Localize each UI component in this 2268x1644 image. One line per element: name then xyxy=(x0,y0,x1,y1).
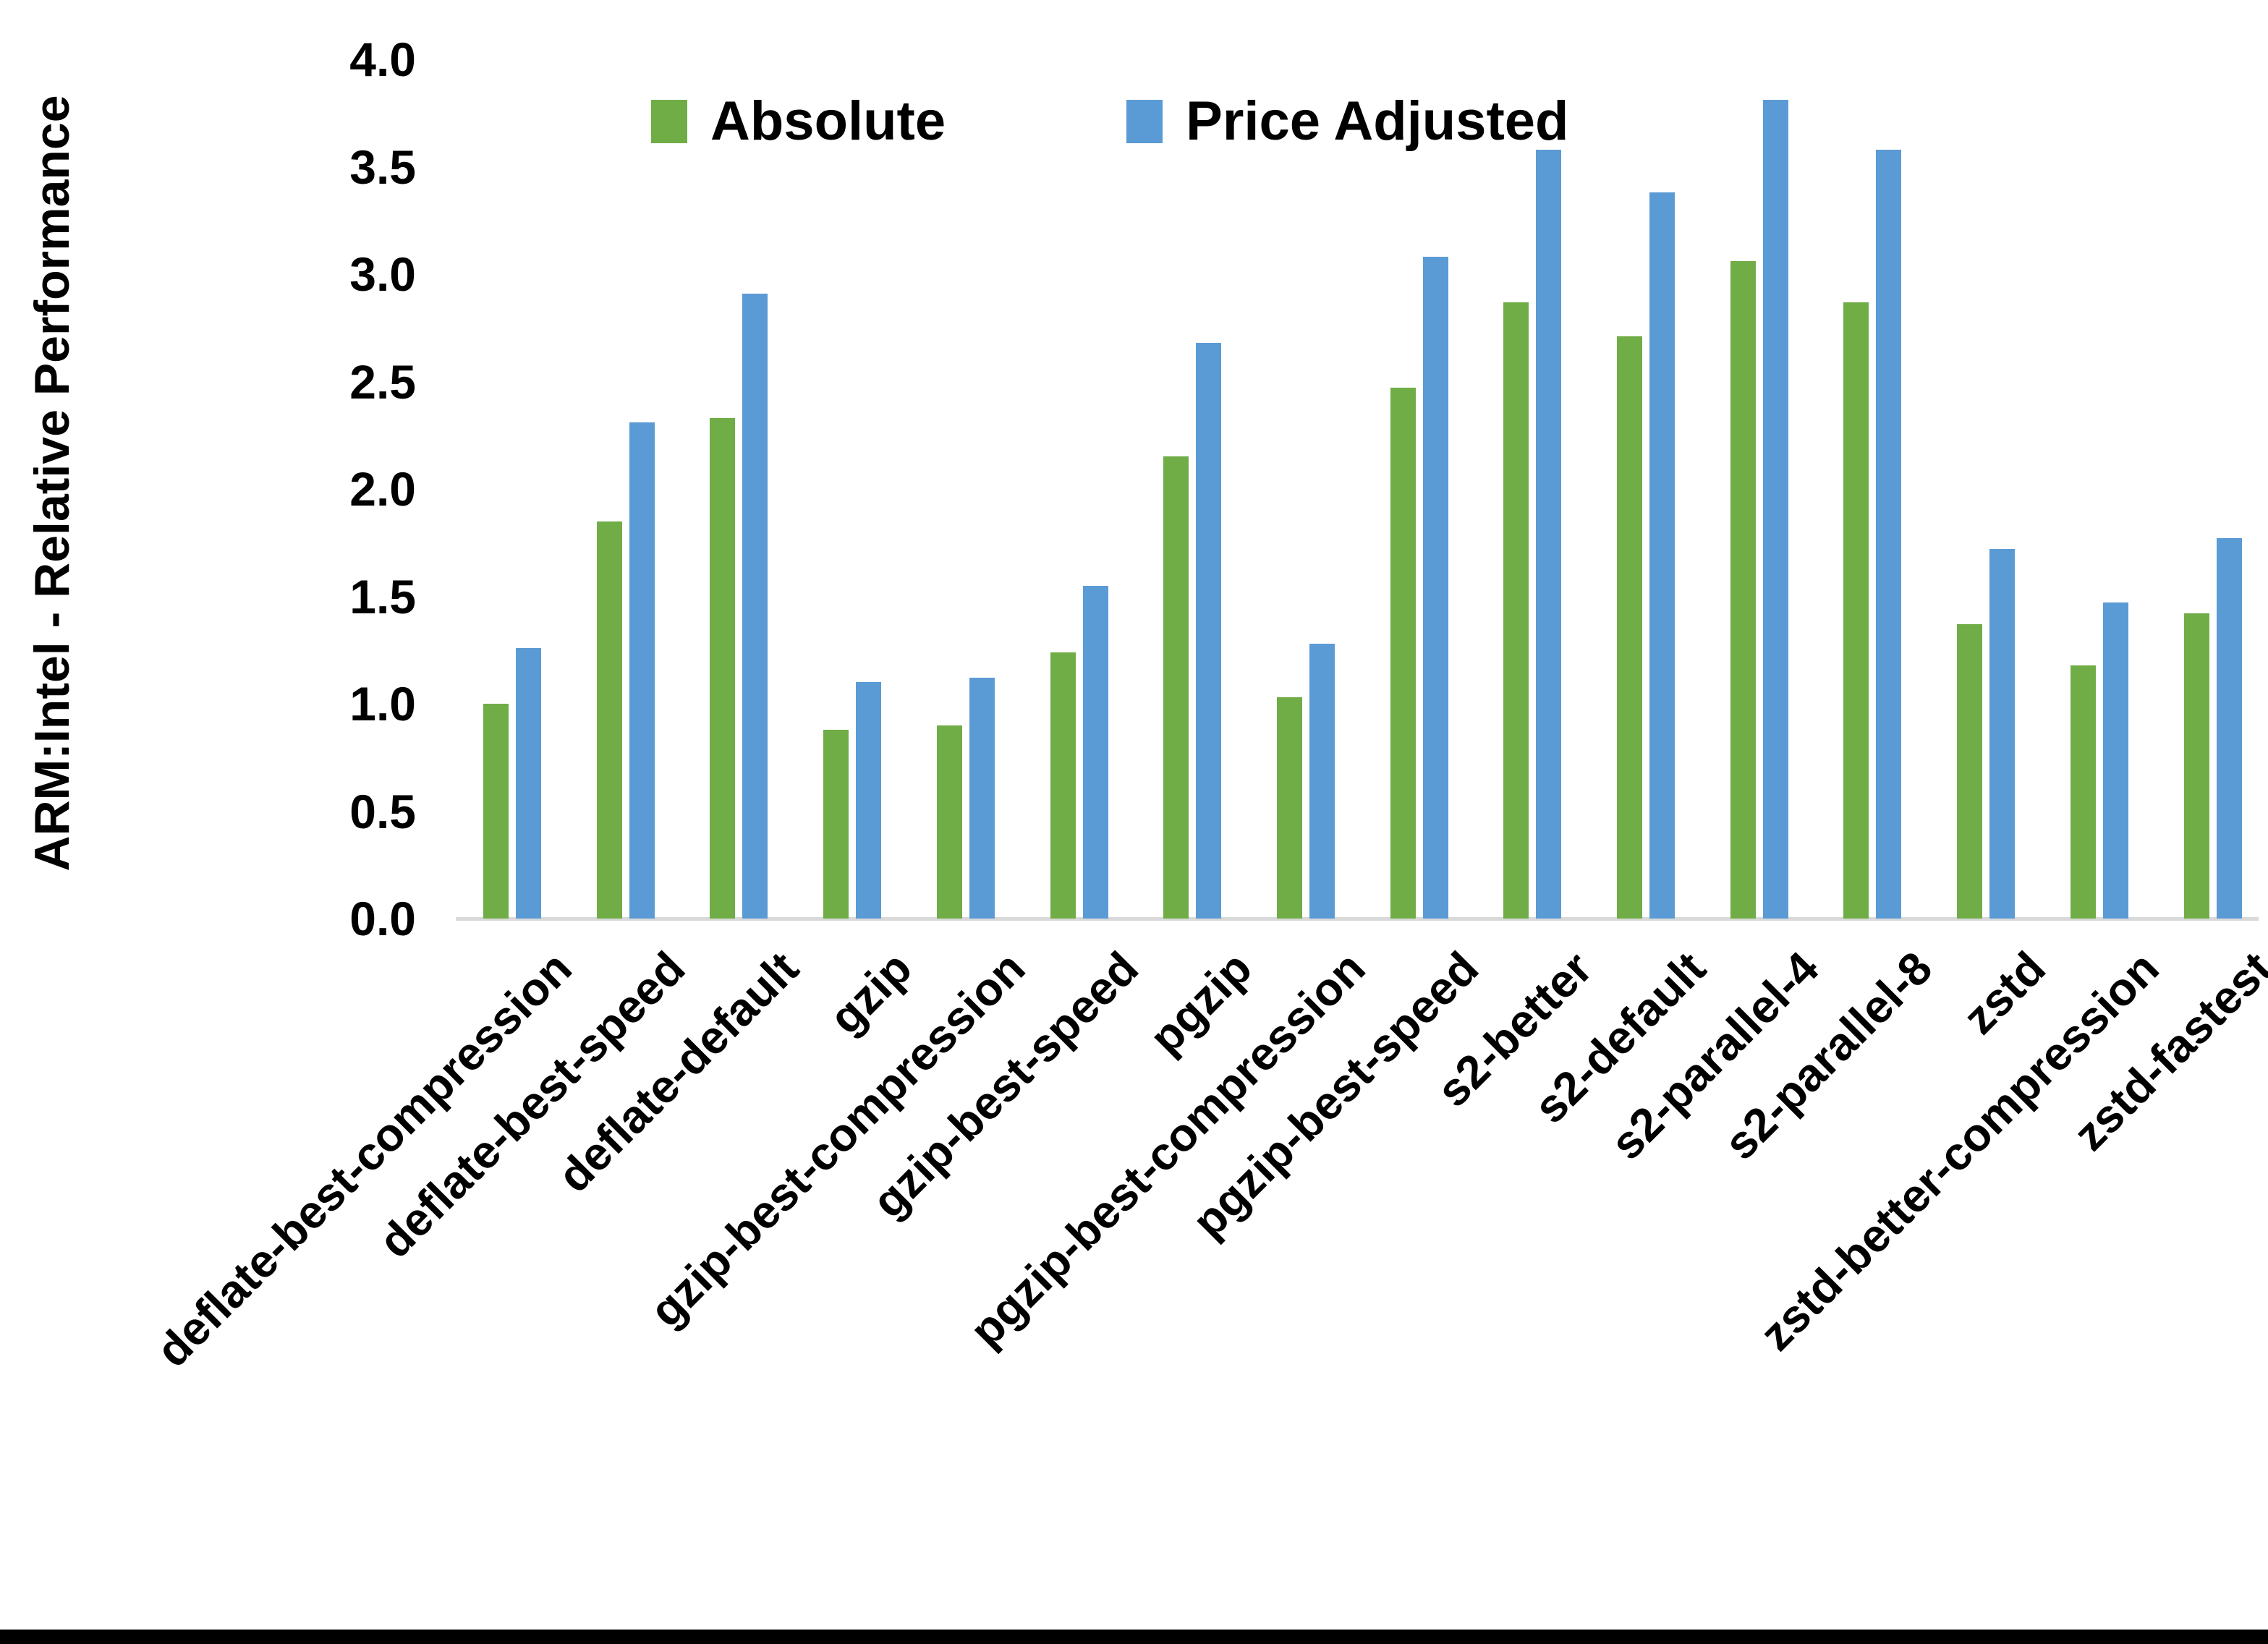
bar-absolute-deflate-best-compression xyxy=(483,704,509,919)
bar-price-adjusted-zstd-fastest xyxy=(2216,538,2242,919)
bar-absolute-deflate-default xyxy=(710,417,736,919)
bar-price-adjusted-pgzip-best-speed xyxy=(1422,257,1448,919)
bar-absolute-pgzip-best-compression xyxy=(1276,697,1302,919)
y-tick-label: 1.0 xyxy=(349,677,416,731)
x-axis-line xyxy=(456,917,2259,921)
y-tick-label: 3.0 xyxy=(349,247,416,301)
bar-price-adjusted-deflate-default xyxy=(742,293,768,919)
y-axis-title: ARM:Intel - Relative Performance xyxy=(25,95,80,872)
bar-price-adjusted-deflate-best-compression xyxy=(516,647,541,919)
legend-swatch-price-adjusted-icon xyxy=(1126,99,1163,143)
legend-label-price-adjusted: Price Adjusted xyxy=(1186,90,1569,152)
bar-price-adjusted-pgzip xyxy=(1196,343,1222,919)
chart-legend: Absolute Price Adjusted xyxy=(651,90,1568,153)
y-tick-label: 1.5 xyxy=(349,569,416,623)
y-tick-label: 0.0 xyxy=(349,892,416,945)
bar-absolute-pgzip xyxy=(1163,456,1189,919)
bar-absolute-s2-default xyxy=(1617,336,1642,919)
bar-price-adjusted-s2-parallel-4 xyxy=(1762,100,1788,919)
bar-price-adjusted-deflate-best-speed xyxy=(629,422,655,919)
x-axis-label-gzip: gzip xyxy=(819,942,922,1044)
bar-price-adjusted-gzip xyxy=(856,682,882,919)
bar-price-adjusted-s2-parallel-8 xyxy=(1876,149,1902,919)
bar-absolute-s2-better xyxy=(1503,302,1529,919)
bar-price-adjusted-gzip-best-compression xyxy=(969,678,995,919)
bar-absolute-deflate-best-speed xyxy=(596,521,622,919)
bar-price-adjusted-s2-default xyxy=(1649,192,1675,919)
legend-item-absolute: Absolute xyxy=(651,90,946,153)
bar-absolute-zstd-better-compression xyxy=(2070,665,2096,919)
bar-absolute-s2-parallel-8 xyxy=(1843,302,1869,919)
bar-price-adjusted-pgzip-best-compression xyxy=(1309,643,1335,919)
y-tick-label: 2.5 xyxy=(349,354,416,409)
bar-price-adjusted-zstd-better-compression xyxy=(2102,602,2128,919)
y-tick-label: 3.5 xyxy=(349,140,416,194)
legend-item-price-adjusted: Price Adjusted xyxy=(1126,90,1568,153)
bar-absolute-gzip-best-compression xyxy=(936,725,962,919)
bar-absolute-gzip xyxy=(823,729,849,919)
bar-absolute-pgzip-best-speed xyxy=(1390,388,1416,919)
bar-absolute-s2-parallel-4 xyxy=(1730,261,1756,919)
bar-price-adjusted-s2-better xyxy=(1536,149,1562,919)
legend-label-absolute: Absolute xyxy=(710,90,946,152)
y-tick-label: 2.0 xyxy=(349,462,416,516)
legend-swatch-absolute-icon xyxy=(651,99,687,143)
y-tick-label: 4.0 xyxy=(349,33,416,86)
bar-absolute-zstd xyxy=(1957,624,1983,919)
x-axis-label-zstd: zstd xyxy=(1953,942,2056,1044)
bottom-border xyxy=(0,1630,2268,1644)
bar-absolute-zstd-fastest xyxy=(2183,613,2209,919)
x-axis-label-deflate-best-compression: deflate-best-compression xyxy=(146,942,582,1377)
bar-absolute-gzip-best-speed xyxy=(1050,652,1076,919)
bar-price-adjusted-gzip-best-speed xyxy=(1082,585,1108,919)
bar-price-adjusted-zstd xyxy=(1989,549,2016,919)
y-tick-label: 0.5 xyxy=(349,784,416,838)
